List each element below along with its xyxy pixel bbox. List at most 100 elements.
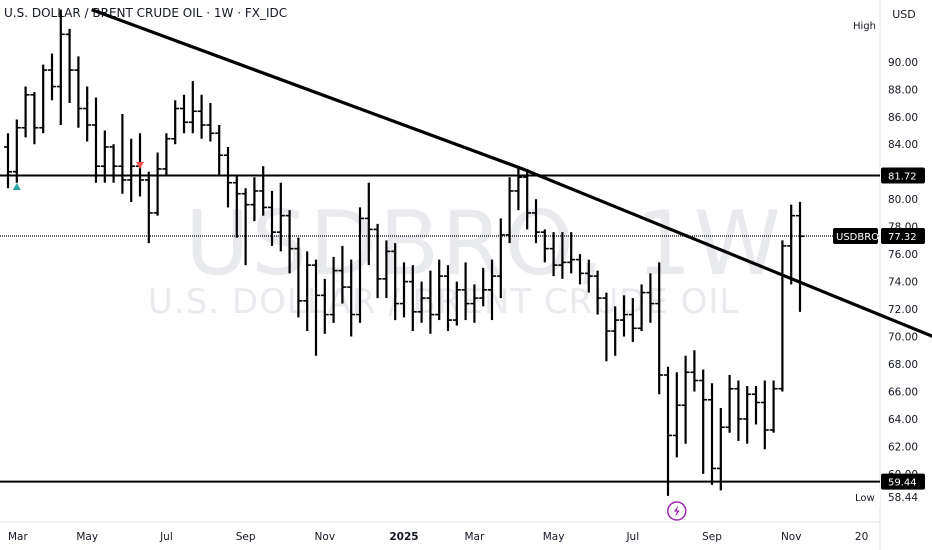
- x-tick-label: Nov: [315, 531, 336, 543]
- ohlc-bar: [488, 259, 496, 321]
- ohlc-bar: [593, 270, 602, 315]
- high-label-bg: [849, 16, 878, 34]
- ohlc-bar: [285, 210, 294, 274]
- x-tick-label: Mar: [464, 531, 484, 543]
- x-tick-label: Jul: [625, 531, 639, 543]
- y-tick-label: 74.00: [888, 277, 918, 289]
- ohlc-bar: [294, 237, 303, 318]
- ohlc-bar: [65, 28, 74, 104]
- ohlc-bar: [567, 232, 576, 274]
- ohlc-bar: [180, 94, 188, 134]
- ohlc-bar: [171, 100, 180, 145]
- ohlc-bar: [496, 218, 505, 299]
- ohlc-bar: [505, 177, 514, 244]
- ohlc-bar: [796, 201, 804, 312]
- ohlc-bar: [250, 177, 259, 222]
- low-value-text: 58.44: [888, 492, 918, 504]
- ohlc-bar: [356, 207, 364, 323]
- ohlc-bar: [540, 229, 549, 263]
- ohlc-bar: [523, 168, 532, 230]
- currency-button[interactable]: USD: [892, 8, 916, 21]
- ohlc-bar: [734, 380, 743, 441]
- ohlc-bar: [92, 97, 100, 183]
- ohlc-bar: [452, 281, 461, 326]
- x-tick-label: Sep: [702, 531, 722, 543]
- ohlc-bar: [576, 254, 584, 285]
- ohlc-bar: [708, 383, 716, 485]
- ohlc-bar: [373, 223, 382, 299]
- ohlc-bar: [549, 232, 558, 277]
- ohlc-bar: [681, 355, 690, 444]
- ohlc-bar: [769, 380, 778, 433]
- ohlc-bar: [611, 306, 620, 356]
- ohlc-bar: [672, 372, 681, 458]
- ohlc-bar: [303, 251, 312, 332]
- high-label: High: [849, 16, 878, 34]
- price-tag-text-1: 77.32: [888, 232, 917, 243]
- ohlc-bar: [30, 92, 39, 145]
- ohlc-bar: [241, 188, 250, 266]
- ohlc-bar: [461, 262, 470, 321]
- ohlc-bar: [725, 375, 734, 433]
- y-tick-label: 70.00: [888, 332, 918, 344]
- ohlc-bar: [188, 81, 197, 134]
- price-tag-1: [881, 227, 925, 244]
- sell-signal-icon: [136, 162, 144, 169]
- ohlc-bar: [470, 284, 479, 323]
- ohlc-bar: [628, 298, 637, 343]
- ohlc-bar: [4, 133, 12, 189]
- x-tick-label: May: [543, 531, 565, 543]
- y-tick-label: 72.00: [888, 304, 918, 316]
- series-tag: [833, 227, 878, 244]
- ohlc-bar: [602, 292, 611, 362]
- ohlc-bar: [12, 119, 21, 183]
- y-tick-label: 90.00: [888, 57, 918, 69]
- ohlc-bar: [646, 273, 655, 323]
- y-tick-label: 84.00: [888, 139, 918, 151]
- low-label-bg: [852, 489, 880, 506]
- ohlc-bar: [39, 64, 48, 134]
- price-tag-text-0: 81.72: [888, 172, 917, 183]
- ohlc-bar: [276, 182, 285, 252]
- x-tick-label: Jul: [159, 531, 173, 543]
- ohlc-bar: [637, 284, 646, 332]
- ohlc-bar: [74, 56, 83, 128]
- ohlc-bar: [338, 245, 347, 304]
- ohlc-bar: [584, 259, 593, 293]
- ohlc-bar: [664, 366, 672, 496]
- ohlc-bar: [426, 270, 435, 334]
- ohlc-bar: [153, 152, 162, 216]
- y-tick-label: 68.00: [888, 359, 918, 371]
- ohlc-bar: [347, 259, 356, 337]
- x-tick-label: 20: [855, 531, 868, 543]
- ohlc-bar: [778, 240, 787, 392]
- ohlc-bar: [391, 243, 400, 321]
- ohlc-bar: [752, 386, 760, 425]
- ohlc-bar: [408, 265, 417, 332]
- low-label-text: Low: [855, 493, 875, 504]
- ohlc-bar: [21, 86, 30, 138]
- price-tag-0: [881, 167, 925, 184]
- ohlc-bar: [655, 262, 664, 395]
- ohlc-bar: [690, 350, 699, 392]
- y-tick-label: 88.00: [888, 84, 918, 96]
- y-tick-label: 76.00: [888, 249, 918, 261]
- ohlc-bar: [162, 133, 171, 175]
- ohlc-bar: [514, 166, 523, 211]
- ohlc-bar: [417, 281, 426, 323]
- ohlc-bar: [699, 369, 708, 474]
- ohlc-bar: [312, 259, 320, 356]
- ohlc-bar: [259, 166, 268, 216]
- x-tick-label: Sep: [236, 531, 256, 543]
- series-tag-text: USDBRO: [836, 232, 879, 243]
- watermark-description: U.S. DOLLAR / BRENT CRUDE OIL: [148, 282, 740, 322]
- ohlc-bar: [197, 94, 206, 139]
- ohlc-bar: [787, 204, 796, 285]
- ohlc-bar: [620, 295, 628, 337]
- ohlc-bar: [320, 278, 329, 334]
- y-tick-label: 86.00: [888, 112, 918, 124]
- price-tag-text-2: 59.44: [888, 478, 917, 489]
- ohlc-bar: [83, 86, 92, 142]
- ohlc-bar: [206, 103, 215, 142]
